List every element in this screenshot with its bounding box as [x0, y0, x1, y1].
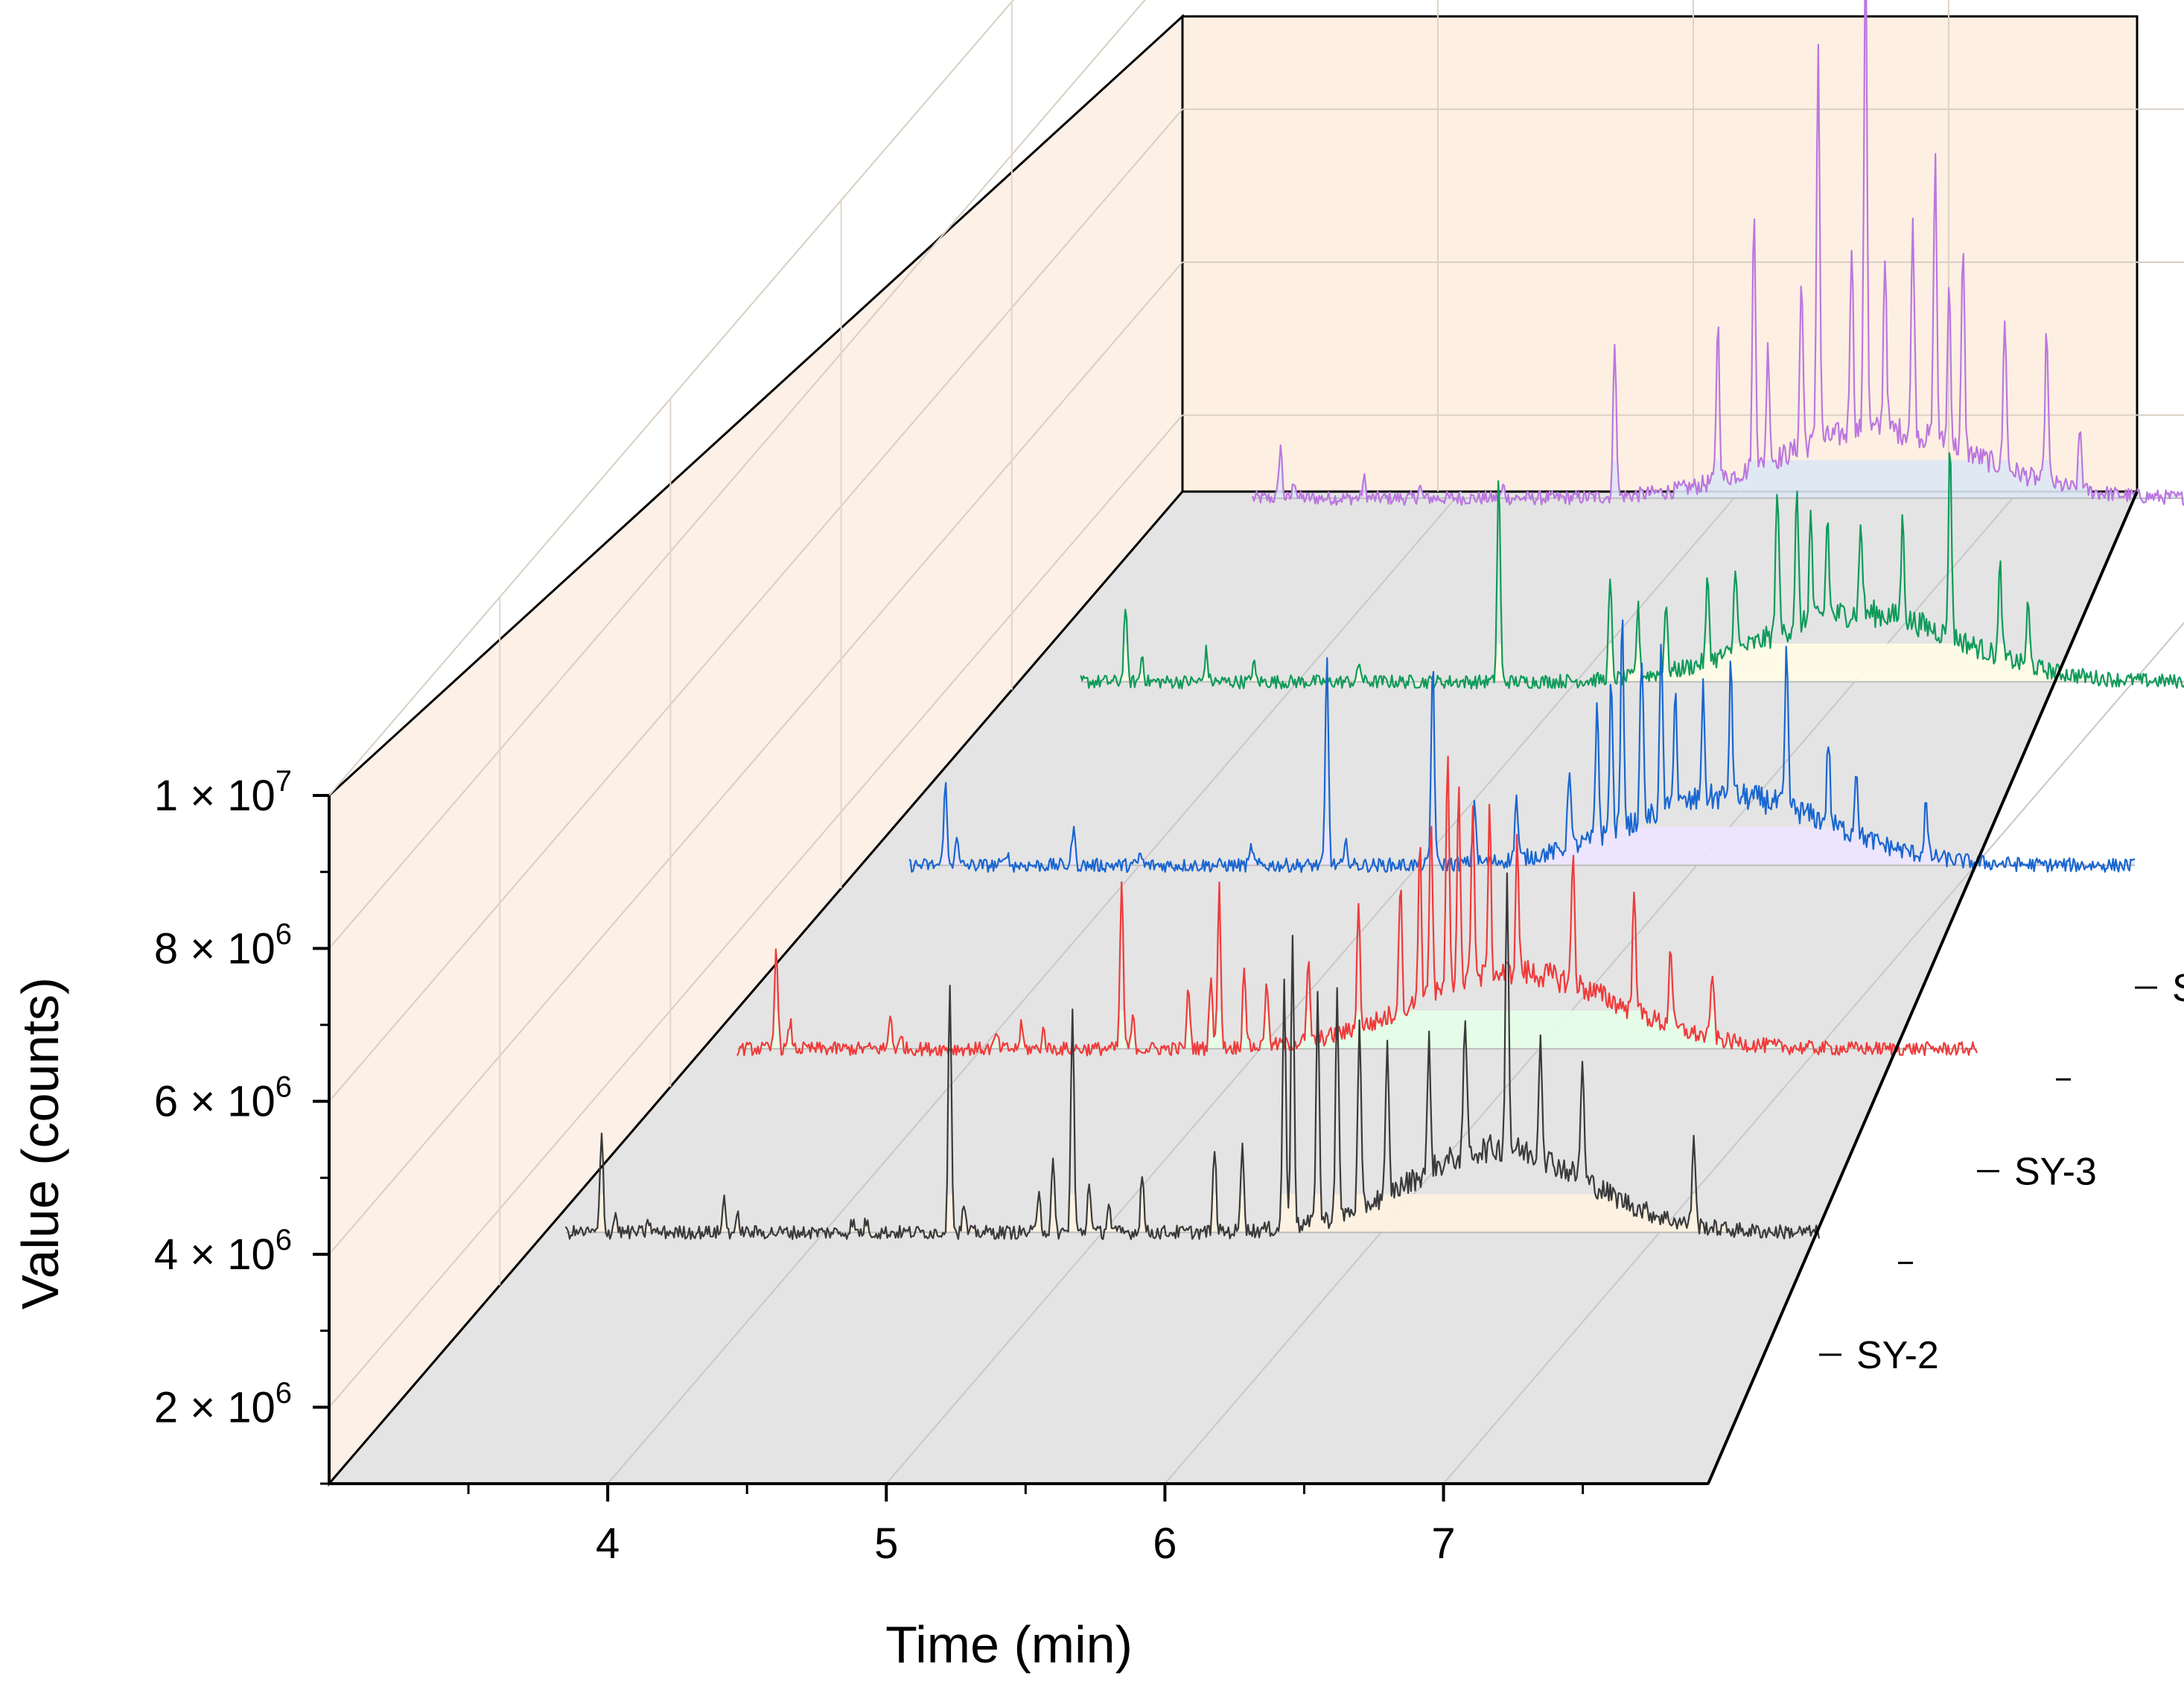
depth-tick-label: SY-3 — [2014, 1150, 2097, 1193]
x-tick-label: 6 — [1153, 1519, 1177, 1568]
grid-lines — [328, 0, 2184, 1484]
series-line — [908, 619, 2136, 874]
series-area — [908, 827, 2135, 872]
series-line — [1080, 452, 2184, 690]
series-line — [564, 872, 1821, 1240]
y-tick-label: 4 × 106 — [154, 1224, 292, 1279]
series-area — [565, 1194, 1819, 1239]
x-tick-label: 7 — [1431, 1519, 1455, 1568]
x-tick-label: 5 — [874, 1519, 898, 1568]
back-wall — [1181, 15, 2139, 493]
x-axis-ticks: 4 5 6 7 — [467, 1484, 1585, 1568]
series-line — [736, 755, 1978, 1057]
floor-grid-line — [885, 491, 1741, 1484]
series-line — [1252, 0, 2184, 506]
series-sy-2 — [564, 872, 1821, 1240]
series-sy-4 — [908, 619, 2136, 874]
y-axis-ticks: 2 × 106 4 × 106 6 × 106 8 × 106 1 × 107 — [154, 765, 329, 1485]
floor-grid-line — [607, 491, 1462, 1484]
depth-tick-label: SY-4 — [2172, 967, 2184, 1010]
depth-tick-label: SY-2 — [1856, 1334, 1939, 1377]
y-axis-title: Value (counts) — [11, 977, 69, 1309]
series-area — [737, 1010, 1977, 1056]
depth-axis-ticks: CKSY-5SY-4SY-3SY-2 — [1818, 967, 2184, 1377]
side-wall-grid-line — [328, 109, 1183, 1102]
side-wall-grid-line — [328, 261, 1183, 1255]
y-tick-label: 8 × 106 — [154, 918, 292, 973]
y-tick-label: 6 × 106 — [154, 1071, 292, 1126]
y-tick-label: 1 × 107 — [154, 765, 292, 820]
side-wall-grid-line — [328, 0, 1015, 796]
series-sy-3 — [736, 755, 1978, 1057]
floor-grid-line — [1442, 621, 2184, 1484]
x-tick-label: 4 — [596, 1519, 620, 1568]
series-layer — [564, 0, 2184, 1240]
side-wall-grid-line — [328, 414, 1183, 1408]
y-tick-label: 2 × 106 — [154, 1376, 292, 1432]
series-sy-5 — [1080, 452, 2184, 690]
side-wall-grid-line — [328, 0, 1146, 949]
x-axis-title: Time (min) — [885, 1615, 1133, 1674]
series-area — [1080, 644, 2184, 689]
depth-axis-line — [1707, 491, 2139, 1484]
